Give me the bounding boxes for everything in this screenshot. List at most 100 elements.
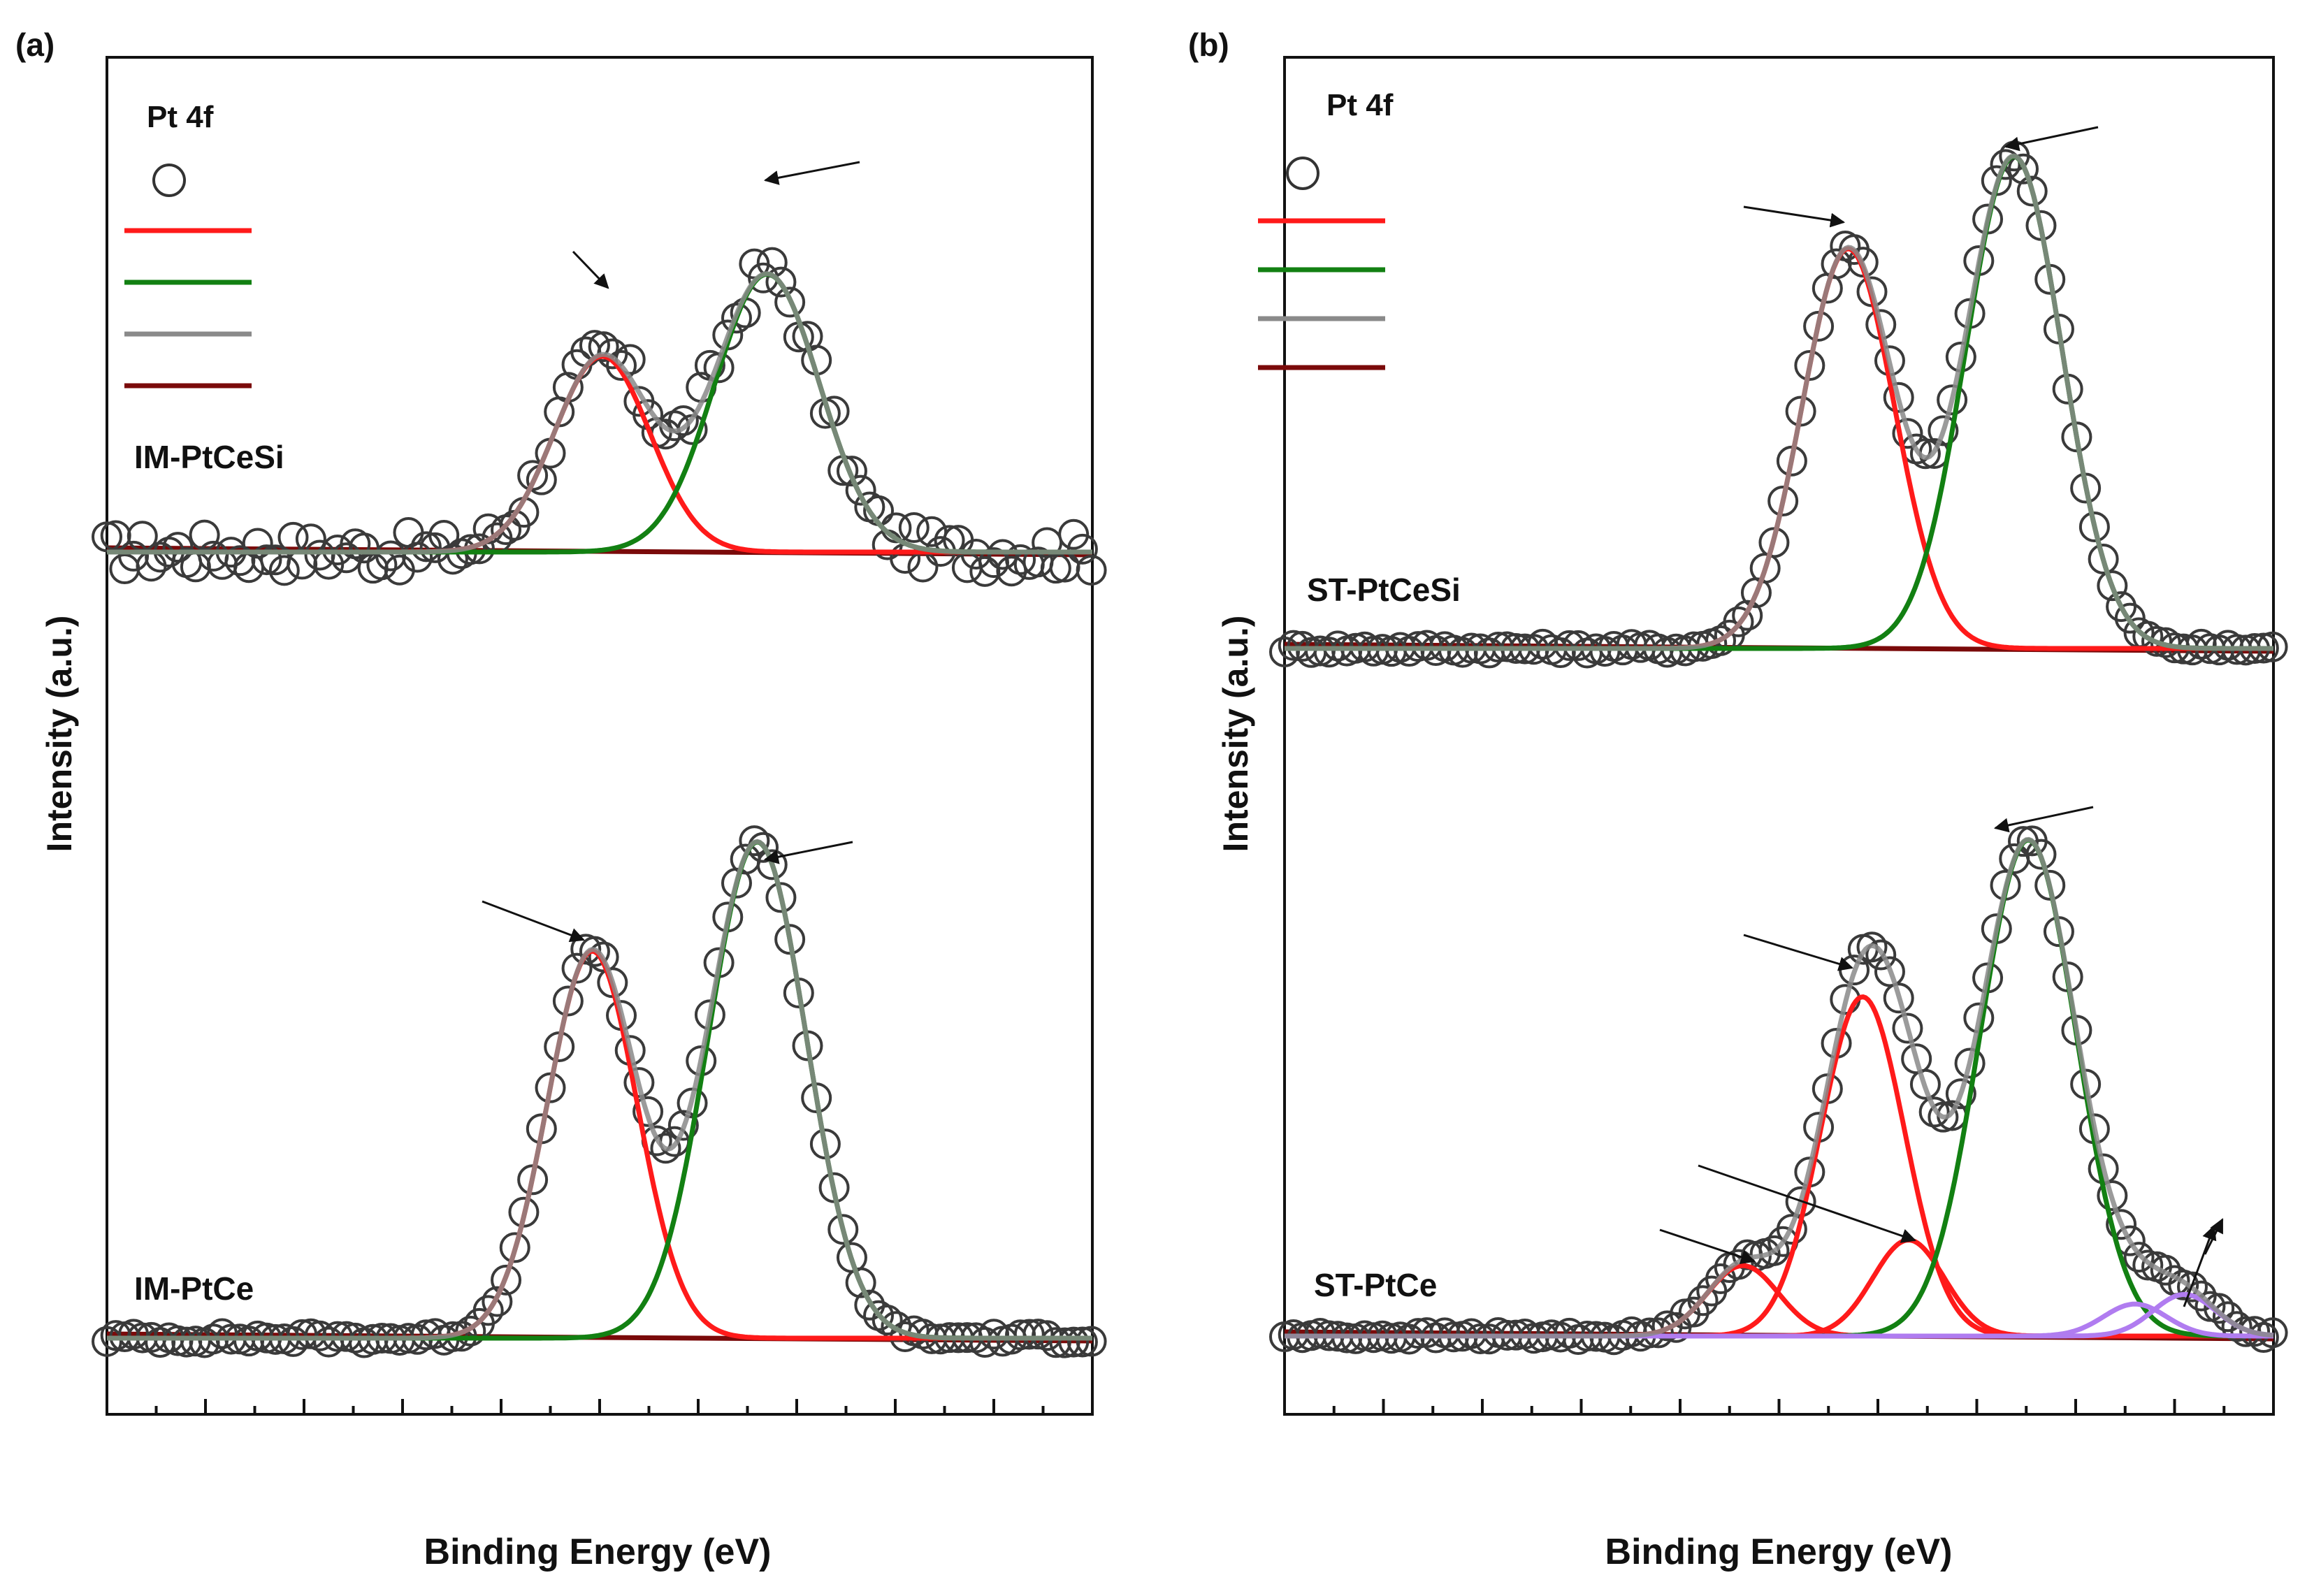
raw-data-point [623, 1067, 655, 1098]
raw-data-point [561, 952, 593, 984]
annotation-arrow [763, 161, 860, 185]
raw-data-point [1892, 418, 1923, 449]
panel-a-sample-label-bottom: IM-PtCe [134, 1270, 254, 1307]
raw-data-point [2097, 1180, 2128, 1211]
raw-data-point [2008, 153, 2039, 184]
annotation-arrow [1698, 1164, 1916, 1243]
raw-data-point [1918, 1096, 1950, 1128]
raw-data-point [2097, 570, 2128, 602]
raw-data-point [969, 556, 1001, 587]
annotation-arrow [1743, 934, 1854, 971]
raw-data-point [872, 1305, 903, 1336]
raw-data-point [827, 1214, 859, 1245]
cumulative-curve [107, 271, 1092, 555]
raw-data-point [1076, 554, 1107, 586]
raw-data-point [189, 519, 220, 551]
panel-b-y-axis-label: Intensity (a.u.) [1216, 616, 1255, 853]
raw-data-point [268, 555, 300, 586]
annotation-arrow [572, 250, 609, 289]
raw-data-point [996, 556, 1027, 587]
raw-data-point [588, 331, 619, 363]
raw-data-point [402, 542, 433, 573]
raw-data-point [1058, 1326, 1090, 1358]
raw-data-point [1678, 1296, 1709, 1328]
raw-data-point [1066, 1326, 1098, 1358]
raw-data-point [854, 1289, 885, 1321]
raw-data-point [1723, 606, 1754, 637]
panel-b-sample-label-top: ST-PtCeSi [1307, 572, 1461, 608]
panel-a-sample-label-top: IM-PtCeSi [134, 439, 284, 475]
panel-b-label: (b) [1188, 27, 1229, 63]
raw-data-point [2221, 1311, 2252, 1342]
raw-data-point [2239, 1316, 2271, 1347]
panel-b-x-axis-label: Binding Energy (eV) [1605, 1532, 1953, 1572]
raw-data-point [721, 303, 752, 334]
panel-a: (a) Pt 4f Binding Energy (eV) Intensity … [15, 27, 1107, 1572]
cumulative-curve [1285, 836, 2274, 1339]
raw-data-point [2088, 544, 2119, 575]
raw-data-point [499, 1232, 530, 1263]
raw-data-point [2078, 511, 2110, 542]
raw-data-point [845, 1267, 876, 1298]
raw-data-point [632, 1096, 664, 1127]
fitting-curve [107, 948, 1092, 1341]
raw-data-point [1954, 1047, 1986, 1079]
raw-data-point [2176, 1271, 2208, 1303]
raw-data-point [667, 405, 699, 436]
raw-data-point [1758, 1235, 1790, 1266]
raw-data-point [978, 1319, 1009, 1350]
raw-data-point [774, 924, 806, 955]
raw-data-point [898, 512, 930, 543]
raw-data-point [2212, 1301, 2243, 1333]
annotation-arrow [1993, 806, 2094, 833]
raw-data-point [2016, 175, 2048, 207]
raw-data-point [1066, 533, 1098, 565]
raw-data-point [765, 266, 797, 298]
raw-data-point [1723, 1249, 1754, 1280]
raw-data-point [1076, 1326, 1107, 1357]
raw-data-point [1545, 637, 1576, 669]
raw-data-point [242, 528, 273, 559]
raw-data-point [482, 1286, 513, 1317]
raw-data-point [845, 474, 876, 506]
raw-data-point [366, 549, 398, 581]
panel-a-x-axis-label: Binding Energy (eV) [424, 1532, 772, 1572]
raw-data-point [437, 544, 468, 575]
raw-data-point [2123, 1242, 2155, 1273]
raw-data-point [606, 350, 637, 382]
raw-data-point [455, 1315, 486, 1347]
raw-data-point [1945, 1078, 1976, 1110]
raw-data-point [2106, 1209, 2137, 1240]
raw-data-point [1776, 1214, 1807, 1245]
cumulative-curve [107, 839, 1092, 1341]
annotation-arrow [482, 900, 585, 943]
raw-data-point [2034, 869, 2066, 901]
raw-data-point [491, 1264, 522, 1296]
legend-raw-data-marker [1286, 157, 1319, 190]
raw-data-point [162, 532, 194, 563]
raw-data-point [313, 1326, 345, 1358]
panel-a-label: (a) [15, 27, 55, 63]
annotation-arrow [2183, 1225, 2217, 1307]
legend-raw-data-marker [152, 164, 186, 197]
cumulative-curve [1285, 153, 2273, 651]
raw-data-point [765, 882, 797, 913]
raw-data-point [552, 985, 584, 1017]
raw-data-point [1892, 1013, 1923, 1044]
raw-data-point [1058, 518, 1090, 550]
fitting-curve [107, 839, 1092, 1341]
raw-data-point [1865, 939, 1897, 971]
panel-a-y-axis-label: Intensity (a.u.) [40, 616, 79, 853]
raw-data-point [410, 531, 442, 563]
raw-data-point [579, 936, 610, 967]
raw-data-point [1909, 438, 1941, 470]
raw-data-point [251, 544, 282, 576]
raw-data-point [1937, 384, 1968, 416]
annotation-arrow [1743, 205, 1846, 228]
raw-data-point [774, 286, 806, 318]
panel-b: (b) Pt 4f Binding Energy (eV) Intensity … [1188, 27, 2288, 1572]
raw-data-point [650, 1133, 681, 1164]
panel-a-frame [106, 56, 1094, 1416]
raw-data-point [739, 825, 770, 857]
annotation-arrow [763, 841, 853, 864]
